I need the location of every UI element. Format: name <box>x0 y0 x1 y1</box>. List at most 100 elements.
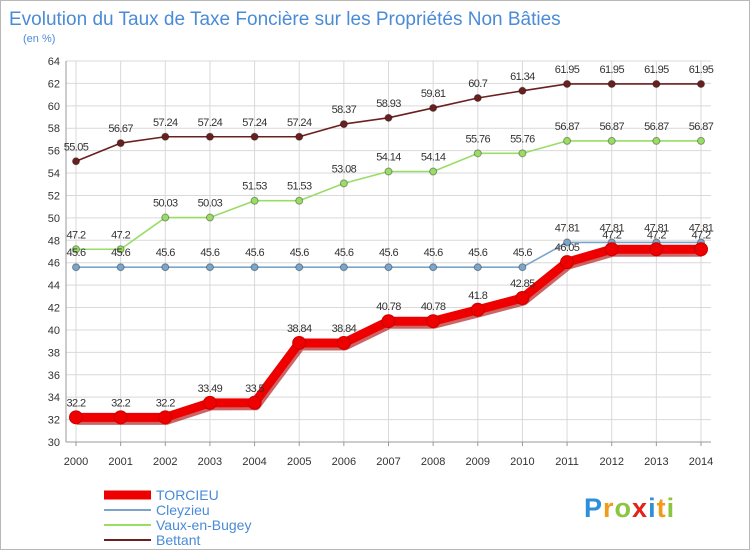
data-label-vaux-en-bugey: 47.2 <box>111 229 130 241</box>
x-tick-label: 2014 <box>689 456 713 468</box>
data-label-bettant: 59.81 <box>421 88 446 100</box>
x-tick-label: 2004 <box>242 456 266 468</box>
data-point-torcieu <box>515 291 530 306</box>
x-tick-label: 2007 <box>376 456 400 468</box>
data-point-cleyzieu <box>473 263 482 272</box>
data-point-cleyzieu <box>563 238 572 247</box>
x-tick-label: 2013 <box>644 456 668 468</box>
data-point-torcieu <box>69 410 83 425</box>
x-tick-label: 2002 <box>153 456 177 468</box>
data-point-vaux-en-bugey <box>295 196 304 205</box>
data-label-cleyzieu: 47.81 <box>689 222 714 234</box>
data-point-cleyzieu <box>429 263 438 272</box>
data-label-cleyzieu: 45.6 <box>111 247 130 259</box>
data-point-vaux-en-bugey <box>339 179 348 188</box>
data-point-cleyzieu <box>116 263 125 272</box>
data-point-torcieu <box>604 242 619 257</box>
data-point-bettant <box>473 93 482 102</box>
data-point-torcieu <box>694 242 708 257</box>
logo-letter: r <box>603 493 615 523</box>
data-point-cleyzieu <box>205 263 214 272</box>
data-point-bettant <box>161 132 170 141</box>
data-point-vaux-en-bugey <box>697 136 705 145</box>
data-label-vaux-en-bugey: 56.87 <box>555 121 580 133</box>
data-label-cleyzieu: 45.6 <box>468 247 487 259</box>
data-label-bettant: 61.95 <box>644 64 669 76</box>
y-tick-label: 44 <box>48 280 60 292</box>
data-point-torcieu <box>470 302 485 317</box>
data-label-bettant: 61.34 <box>510 71 535 83</box>
data-point-bettant <box>518 86 527 95</box>
data-point-cleyzieu <box>250 263 259 272</box>
data-point-bettant <box>116 139 125 148</box>
data-point-torcieu <box>560 255 575 270</box>
data-label-bettant: 57.24 <box>153 117 178 129</box>
x-tick-label: 2011 <box>555 456 579 468</box>
data-label-bettant: 61.95 <box>599 64 624 76</box>
data-label-bettant: 55.05 <box>64 141 89 153</box>
series-lines <box>69 79 708 425</box>
data-label-torcieu: 38.84 <box>332 323 357 335</box>
data-label-torcieu: 40.78 <box>376 301 401 313</box>
y-tick-label: 34 <box>48 392 60 404</box>
data-point-cleyzieu <box>161 263 170 272</box>
data-label-cleyzieu: 45.6 <box>245 247 264 259</box>
data-point-torcieu <box>381 314 396 329</box>
data-point-vaux-en-bugey <box>250 196 259 205</box>
data-point-bettant <box>72 157 80 166</box>
data-point-bettant <box>250 132 259 141</box>
data-point-vaux-en-bugey <box>429 167 438 176</box>
axes: 30 32 34 36 38 40 42 44 46 48 50 52 54 56 58 60 62 64 2000… <box>48 56 713 468</box>
data-label-torcieu: 42.85 <box>510 278 535 290</box>
data-label-vaux-en-bugey: 55.76 <box>510 133 535 145</box>
data-label-torcieu: 33.5 <box>245 383 264 395</box>
data-label-torcieu: 47.2 <box>647 229 666 241</box>
x-tick-label: 2006 <box>332 456 356 468</box>
data-label-bettant: 61.95 <box>555 64 580 76</box>
data-point-bettant <box>563 79 572 88</box>
data-point-torcieu <box>113 410 128 425</box>
x-tick-label: 2003 <box>198 456 222 468</box>
data-label-bettant: 58.37 <box>332 104 357 116</box>
y-tick-label: 32 <box>48 415 60 427</box>
data-point-torcieu <box>158 410 173 425</box>
y-tick-label: 56 <box>48 146 60 158</box>
data-point-bettant <box>652 79 661 88</box>
y-tick-label: 52 <box>48 190 60 202</box>
data-label-torcieu: 38.84 <box>287 323 312 335</box>
data-label-vaux-en-bugey: 50.03 <box>153 198 178 210</box>
logo-letter: i <box>667 493 676 523</box>
data-label-torcieu: 32.2 <box>156 397 175 409</box>
series-shadow-torcieu <box>77 245 702 425</box>
data-label-vaux-en-bugey: 50.03 <box>198 198 223 210</box>
data-point-vaux-en-bugey <box>652 136 661 145</box>
y-tick-label: 64 <box>48 56 60 68</box>
data-label-torcieu: 32.2 <box>111 397 130 409</box>
y-tick-label: 40 <box>48 325 60 337</box>
data-point-vaux-en-bugey <box>384 167 393 176</box>
data-point-bettant <box>339 120 348 129</box>
logo-letter: i <box>648 493 657 523</box>
y-tick-label: 46 <box>48 258 60 270</box>
chart-subtitle: (en %) <box>23 33 55 45</box>
x-tick-label: 2012 <box>599 456 623 468</box>
data-point-torcieu <box>292 335 307 350</box>
data-label-torcieu: 47.2 <box>602 229 621 241</box>
data-label-cleyzieu: 45.6 <box>66 247 85 259</box>
y-tick-label: 36 <box>48 370 60 382</box>
legend-label-vaux-en-bugey: Vaux-en-Bugey <box>156 517 251 533</box>
data-label-cleyzieu: 47.81 <box>599 222 624 234</box>
chart-title: Evolution du Taux de Taxe Foncière sur l… <box>9 9 561 30</box>
y-tick-label: 62 <box>48 78 60 90</box>
data-point-bettant <box>295 132 304 141</box>
data-label-bettant: 56.67 <box>108 123 133 135</box>
y-tick-label: 38 <box>48 347 60 359</box>
x-tick-label: 2001 <box>108 456 132 468</box>
data-point-cleyzieu <box>72 263 80 272</box>
data-label-cleyzieu: 45.6 <box>156 247 175 259</box>
data-point-vaux-en-bugey <box>473 149 482 158</box>
data-label-bettant: 57.24 <box>287 117 312 129</box>
data-label-bettant: 57.24 <box>242 117 267 129</box>
data-point-cleyzieu <box>384 263 393 272</box>
y-tick-label: 30 <box>48 437 60 449</box>
